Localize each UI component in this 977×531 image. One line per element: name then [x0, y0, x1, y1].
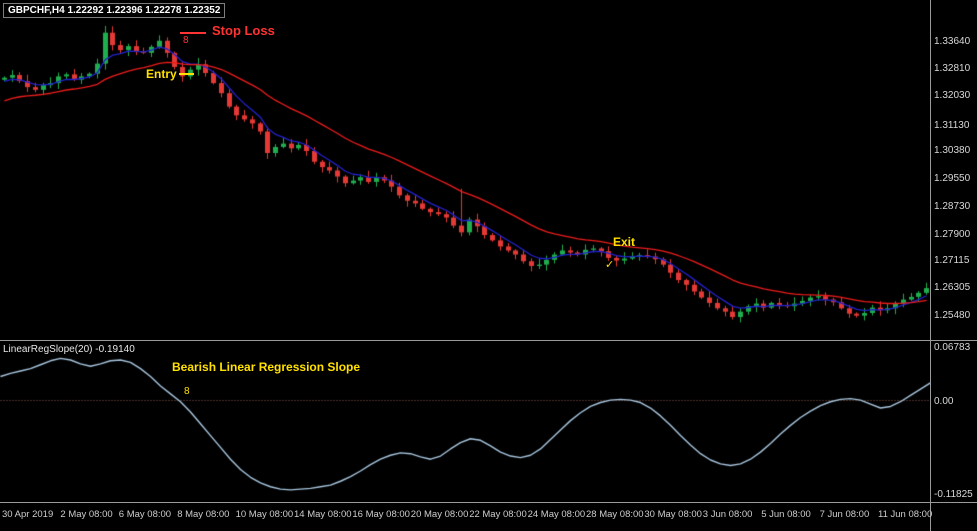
price-axis-label: 1.27900	[934, 228, 971, 240]
time-axis-label: 28 May 08:00	[586, 509, 644, 520]
indicator-axis-label: 0.00	[934, 395, 954, 407]
price-axis-label: 1.32810	[934, 63, 971, 75]
time-axis-label: 10 May 08:00	[235, 509, 294, 520]
time-axis-divider	[0, 502, 977, 503]
time-axis-label: 3 Jun 08:00	[702, 509, 753, 520]
time-axis-label: 14 May 08:00	[294, 509, 352, 520]
indicator-label: LinearRegSlope(20) -0.19140	[3, 344, 135, 355]
price-chart-canvas[interactable]	[0, 0, 930, 340]
time-axis-label: 30 Apr 2019	[2, 509, 54, 520]
slope-note: Bearish Linear Regression Slope	[172, 360, 361, 374]
stop-loss-label: Stop Loss	[212, 23, 275, 38]
time-axis-label: 2 May 08:00	[60, 509, 113, 520]
exit-check-icon: ✓	[605, 259, 615, 271]
entry-dash	[179, 73, 194, 75]
price-axis[interactable]: 1.33640 1.32810 1.32030 1.31130 1.30380 1.295…	[931, 0, 977, 502]
stop-loss-line	[180, 32, 206, 34]
entry-label: Entry	[146, 67, 177, 81]
price-axis-label: 1.31130	[934, 119, 970, 131]
time-axis-label: 7 Jun 08:00	[819, 509, 870, 520]
chart-title: GBPCHF,H4 1.22292 1.22396 1.22278 1.2235…	[3, 3, 226, 18]
price-axis-label: 1.28730	[934, 200, 971, 212]
time-axis-label: 30 May 08:00	[644, 509, 702, 520]
slope-marker: 8	[184, 386, 190, 397]
time-axis-label: 24 May 08:00	[527, 509, 586, 520]
time-axis-label: 5 Jun 08:00	[761, 509, 811, 520]
indicator-canvas[interactable]	[0, 341, 930, 502]
price-axis-label: 1.30380	[934, 145, 971, 157]
price-axis-label: 1.32030	[934, 89, 971, 101]
time-axis-label: 11 Jun 08:00	[878, 509, 933, 520]
time-axis-label: 8 May 08:00	[177, 509, 230, 520]
price-axis-label: 1.25480	[934, 309, 971, 321]
indicator-axis[interactable]: 0.06783 0.00 -0.11825	[931, 341, 977, 502]
time-axis[interactable]: 30 Apr 2019 2 May 08:00 6 May 08:00 8 May 0…	[0, 503, 977, 531]
stop-loss-marker: 8	[183, 35, 189, 46]
exit-label: Exit	[613, 235, 636, 249]
price-axis-divider	[930, 0, 931, 531]
price-axis-label: 1.26305	[934, 282, 971, 294]
indicator-axis-label: -0.11825	[934, 488, 973, 500]
time-axis-label: 16 May 08:00	[352, 509, 410, 520]
time-axis-label: 6 May 08:00	[118, 509, 172, 520]
panel-divider[interactable]	[0, 340, 977, 341]
time-axis-label: 20 May 08:00	[410, 509, 469, 520]
price-axis-label: 1.29550	[934, 173, 971, 185]
indicator-axis-label: 0.06783	[934, 342, 971, 354]
time-axis-label: 22 May 08:00	[469, 509, 527, 520]
price-axis-label: 1.27115	[934, 254, 970, 266]
price-axis-label: 1.33640	[934, 35, 971, 47]
